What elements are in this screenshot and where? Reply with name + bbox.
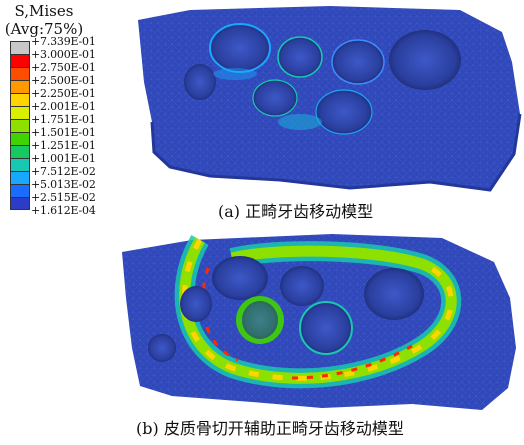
- legend-label: +7.512E-02: [31, 165, 96, 178]
- legend-subtitle: (Avg:75%): [4, 20, 84, 38]
- legend-label: +1.251E-01: [31, 139, 96, 152]
- legend-swatch: [10, 41, 30, 54]
- legend-swatch: [10, 54, 30, 67]
- legend-label: +2.250E-01: [31, 87, 96, 100]
- legend-swatch: [10, 93, 30, 106]
- legend-label: +1.612E-04: [31, 204, 96, 217]
- legend-swatch: [10, 80, 30, 93]
- legend-label: +2.750E-01: [31, 61, 96, 74]
- legend-title: S,Mises: [14, 2, 74, 20]
- legend-label: +3.000E-01: [31, 48, 96, 61]
- legend-label: +2.515E-02: [31, 191, 96, 204]
- model-panel-a: (a) 正畸牙齿移动模型: [130, 2, 522, 221]
- legend-label: +1.751E-01: [31, 113, 96, 126]
- legend-label: +2.500E-01: [31, 74, 96, 87]
- legend-label: +1.001E-01: [31, 152, 96, 165]
- caption-a: (a) 正畸牙齿移动模型: [218, 202, 374, 221]
- legend-swatch: [10, 184, 30, 197]
- model-panel-b: (b) 皮质骨切开辅助正畸牙齿移动模型: [112, 228, 522, 438]
- legend-swatch: [10, 132, 30, 145]
- legend-swatch: [10, 171, 30, 184]
- legend-swatch: [10, 197, 30, 210]
- caption-b: (b) 皮质骨切开辅助正畸牙齿移动模型: [136, 419, 404, 438]
- legend-swatch: [10, 158, 30, 171]
- legend-label: +5.013E-02: [31, 178, 96, 191]
- fea-model-b: [122, 234, 516, 410]
- legend-color-bar: [10, 41, 30, 210]
- stress-legend: S,Mises (Avg:75%) +7.339E-01 +3.000E-01 +2…: [4, 2, 134, 227]
- legend-label: +7.339E-01: [31, 35, 96, 48]
- legend-swatch: [10, 106, 30, 119]
- legend-swatch: [10, 145, 30, 158]
- legend-label: +2.001E-01: [31, 100, 96, 113]
- legend-swatch: [10, 67, 30, 80]
- socket-a-1: [209, 23, 271, 73]
- legend-labels: +7.339E-01 +3.000E-01 +2.750E-01 +2.500E-01…: [31, 35, 96, 217]
- fea-model-a: [138, 6, 522, 192]
- legend-swatch: [10, 119, 30, 132]
- legend-label: +1.501E-01: [31, 126, 96, 139]
